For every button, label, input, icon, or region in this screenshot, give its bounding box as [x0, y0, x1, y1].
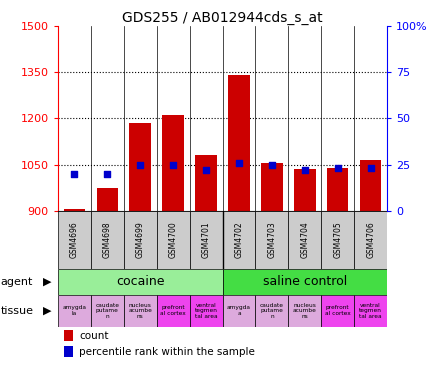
Bar	[64, 209, 85, 211]
Text: GSM4700: GSM4700	[169, 221, 178, 258]
FancyBboxPatch shape	[58, 211, 91, 269]
Text: GSM4704: GSM4704	[300, 221, 309, 258]
Bar	[97, 188, 118, 211]
Point	[301, 167, 308, 173]
FancyBboxPatch shape	[222, 211, 255, 269]
FancyBboxPatch shape	[124, 295, 157, 327]
FancyBboxPatch shape	[288, 295, 321, 327]
Point	[137, 162, 144, 168]
FancyBboxPatch shape	[288, 211, 321, 269]
Point	[104, 171, 111, 177]
FancyBboxPatch shape	[354, 295, 387, 327]
Text: tissue: tissue	[0, 306, 33, 316]
Text: GSM4698: GSM4698	[103, 222, 112, 258]
FancyBboxPatch shape	[321, 211, 354, 269]
Bar	[294, 169, 316, 211]
Text: GSM4696: GSM4696	[70, 221, 79, 258]
Text: GSM4703: GSM4703	[267, 221, 276, 258]
FancyBboxPatch shape	[124, 211, 157, 269]
Point	[71, 171, 78, 177]
Bar	[261, 163, 283, 211]
Text: ventral
tegmen
tal area: ventral tegmen tal area	[194, 303, 218, 319]
Text: count: count	[79, 331, 109, 341]
Point	[170, 162, 177, 168]
FancyBboxPatch shape	[91, 211, 124, 269]
Text: GSM4705: GSM4705	[333, 221, 342, 258]
Point	[268, 162, 275, 168]
Title: GDS255 / AB012944cds_s_at: GDS255 / AB012944cds_s_at	[122, 11, 323, 25]
Bar	[65, 346, 73, 357]
Text: ▶: ▶	[42, 306, 51, 316]
Text: GSM4701: GSM4701	[202, 222, 210, 258]
Text: percentile rank within the sample: percentile rank within the sample	[79, 347, 255, 357]
FancyBboxPatch shape	[157, 211, 190, 269]
Bar	[129, 123, 151, 211]
Text: caudate
putame
n: caudate putame n	[260, 303, 284, 319]
Text: caudate
putame
n: caudate putame n	[95, 303, 119, 319]
Text: nucleus
acumbe
ns: nucleus acumbe ns	[293, 303, 317, 319]
FancyBboxPatch shape	[255, 295, 288, 327]
Bar	[360, 160, 381, 211]
FancyBboxPatch shape	[222, 269, 387, 295]
Bar	[195, 156, 217, 211]
Bar	[228, 75, 250, 211]
Text: agent: agent	[0, 277, 33, 287]
FancyBboxPatch shape	[58, 295, 91, 327]
Point	[235, 160, 243, 166]
Text: amygda
la: amygda la	[62, 306, 86, 316]
Text: amygda
a: amygda a	[227, 306, 251, 316]
FancyBboxPatch shape	[190, 295, 222, 327]
Point	[202, 167, 210, 173]
FancyBboxPatch shape	[354, 211, 387, 269]
FancyBboxPatch shape	[91, 295, 124, 327]
Text: prefront
al cortex: prefront al cortex	[325, 306, 351, 316]
Text: ventral
tegmen
tal area: ventral tegmen tal area	[359, 303, 382, 319]
FancyBboxPatch shape	[58, 269, 222, 295]
FancyBboxPatch shape	[255, 211, 288, 269]
Point	[334, 165, 341, 171]
Text: cocaine: cocaine	[116, 276, 164, 288]
Bar	[162, 115, 184, 211]
Point	[367, 165, 374, 171]
FancyBboxPatch shape	[222, 295, 255, 327]
FancyBboxPatch shape	[190, 211, 222, 269]
Text: saline control: saline control	[263, 276, 347, 288]
FancyBboxPatch shape	[157, 295, 190, 327]
Text: GSM4699: GSM4699	[136, 221, 145, 258]
Text: nucleus
acumbe
ns: nucleus acumbe ns	[128, 303, 152, 319]
Bar	[327, 168, 348, 211]
Text: ▶: ▶	[42, 277, 51, 287]
Text: GSM4702: GSM4702	[235, 222, 243, 258]
FancyBboxPatch shape	[321, 295, 354, 327]
Text: GSM4706: GSM4706	[366, 221, 375, 258]
Text: prefront
al cortex: prefront al cortex	[160, 306, 186, 316]
Bar	[65, 330, 73, 341]
